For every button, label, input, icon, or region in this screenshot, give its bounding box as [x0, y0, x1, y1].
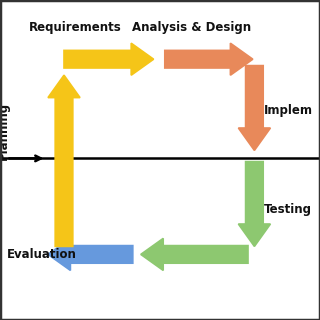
FancyArrow shape: [165, 43, 253, 75]
Text: Evaluation: Evaluation: [6, 248, 76, 261]
FancyArrow shape: [141, 238, 248, 270]
FancyArrow shape: [238, 66, 270, 150]
Text: Testing: Testing: [264, 203, 312, 216]
FancyArrow shape: [48, 238, 133, 270]
FancyArrow shape: [48, 75, 80, 246]
Text: Implem: Implem: [264, 104, 313, 117]
Text: Requirements: Requirements: [29, 20, 122, 34]
Text: Analysis & Design: Analysis & Design: [132, 20, 252, 34]
FancyArrow shape: [64, 43, 154, 75]
FancyArrow shape: [238, 162, 270, 246]
Text: Planning: Planning: [0, 102, 10, 160]
